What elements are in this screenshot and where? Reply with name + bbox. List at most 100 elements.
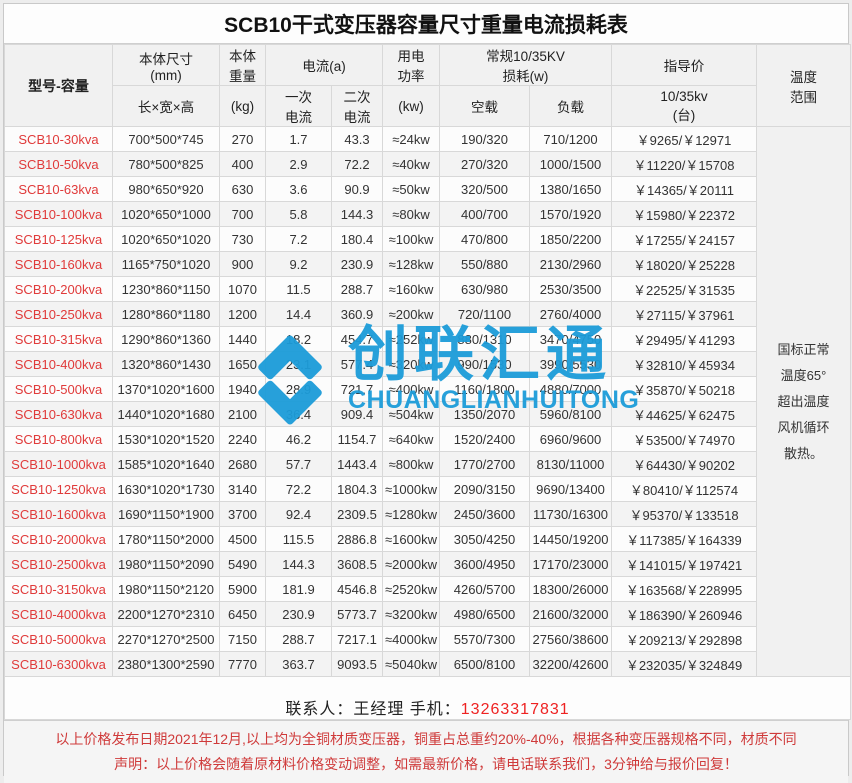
header-secondary-current: 二次 电流 <box>331 85 383 127</box>
cell-primary-current: 23.1 <box>265 351 332 377</box>
cell-model: SCB10-250kva <box>4 301 113 327</box>
header-row-1: 型号-容量 本体尺寸 (mm) 本体 重量 电流(a) 用电 功率 常规10/3… <box>4 44 852 127</box>
table-row: SCB10-400kva 1320*860*1430 1650 23.1 577.4 ≈3… <box>4 351 851 377</box>
spec-sheet: SCB10干式变压器容量尺寸重量电流损耗表 型号-容量 本体尺寸 (mm) 本体… <box>3 3 852 783</box>
cell-price: ￥80410/￥112574 <box>611 476 758 502</box>
cell-weight: 7770 <box>219 651 266 677</box>
cell-secondary-current: 909.4 <box>331 401 383 427</box>
cell-power: ≈160kw <box>382 276 440 302</box>
cell-weight: 400 <box>219 151 266 177</box>
cell-primary-current: 363.7 <box>265 651 332 677</box>
cell-secondary-current: 72.2 <box>331 151 383 177</box>
cell-primary-current: 72.2 <box>265 476 332 502</box>
header-dimensions-group: 本体尺寸 (mm) <box>112 44 220 86</box>
cell-load-loss: 1000/1500 <box>528 151 613 177</box>
cell-primary-current: 36.4 <box>265 401 332 427</box>
table-row: SCB10-2000kva 1780*1150*2000 4500 115.5 2886… <box>4 526 851 552</box>
cell-weight: 270 <box>219 126 266 152</box>
spec-table: 型号-容量 本体尺寸 (mm) 本体 重量 电流(a) 用电 功率 常规10/3… <box>3 44 852 720</box>
table-row: SCB10-3150kva 1980*1150*2120 5900 181.9 4546… <box>4 576 851 602</box>
cell-dimensions: 1630*1020*1730 <box>112 476 220 502</box>
cell-secondary-current: 1804.3 <box>331 476 383 502</box>
cell-no-load-loss: 2450/3600 <box>439 501 530 527</box>
table-row: SCB10-1250kva 1630*1020*1730 3140 72.2 1804.… <box>4 476 851 502</box>
cell-no-load-loss: 2090/3150 <box>439 476 530 502</box>
cell-dimensions: 2380*1300*2590 <box>112 651 220 677</box>
cell-weight: 7150 <box>219 626 266 652</box>
cell-power: ≈2000kw <box>382 551 440 577</box>
cell-load-loss: 5960/8100 <box>528 401 613 427</box>
cell-primary-current: 57.7 <box>265 451 332 477</box>
cell-dimensions: 1980*1150*2090 <box>112 551 220 577</box>
cell-load-loss: 1380/1650 <box>528 176 613 202</box>
cell-secondary-current: 43.3 <box>331 126 383 152</box>
cell-secondary-current: 360.9 <box>331 301 383 327</box>
cell-secondary-current: 5773.7 <box>331 601 383 627</box>
cell-dimensions: 1020*650*1020 <box>112 226 220 252</box>
cell-load-loss: 1850/2200 <box>528 226 613 252</box>
header-loss-group: 常规10/35KV 损耗(w) <box>438 44 613 86</box>
spec-table-body: SCB10-30kva 700*500*745 270 1.7 43.3 ≈24kw 190… <box>4 126 852 677</box>
cell-load-loss: 8130/11000 <box>528 451 613 477</box>
cell-power: ≈80kw <box>382 201 440 227</box>
cell-secondary-current: 1443.4 <box>331 451 383 477</box>
cell-model: SCB10-1250kva <box>4 476 113 502</box>
cell-load-loss: 21600/32000 <box>528 601 613 627</box>
cell-power: ≈800kw <box>382 451 440 477</box>
cell-no-load-loss: 400/700 <box>439 201 530 227</box>
cell-dimensions: 1230*860*1150 <box>112 276 220 302</box>
cell-model: SCB10-500kva <box>4 376 113 402</box>
cell-primary-current: 2.9 <box>265 151 332 177</box>
table-row: SCB10-630kva 1440*1020*1680 2100 36.4 909.4 ≈… <box>4 401 851 427</box>
header-weight-sub: (kg) <box>219 85 266 127</box>
cell-power: ≈3200kw <box>382 601 440 627</box>
cell-dimensions: 1780*1150*2000 <box>112 526 220 552</box>
cell-no-load-loss: 1520/2400 <box>439 426 530 452</box>
cell-price: ￥53500/￥74970 <box>611 426 758 452</box>
table-row: SCB10-125kva 1020*650*1020 730 7.2 180.4 ≈100… <box>4 226 851 252</box>
cell-price: ￥29495/￥41293 <box>611 326 758 352</box>
cell-load-loss: 17170/23000 <box>528 551 613 577</box>
cell-model: SCB10-5000kva <box>4 626 113 652</box>
cell-primary-current: 230.9 <box>265 601 332 627</box>
cell-price: ￥64430/￥90202 <box>611 451 758 477</box>
cell-weight: 2100 <box>219 401 266 427</box>
cell-secondary-current: 9093.5 <box>331 651 383 677</box>
cell-power: ≈200kw <box>382 301 440 327</box>
contact-phone-number: 13263317831 <box>460 701 570 718</box>
page-title: SCB10干式变压器容量尺寸重量电流损耗表 <box>4 4 848 44</box>
table-row: SCB10-4000kva 2200*1270*2310 6450 230.9 5773… <box>4 601 851 627</box>
cell-secondary-current: 721.7 <box>331 376 383 402</box>
cell-power: ≈24kw <box>382 126 440 152</box>
cell-primary-current: 18.2 <box>265 326 332 352</box>
cell-load-loss: 14450/19200 <box>528 526 613 552</box>
cell-weight: 2680 <box>219 451 266 477</box>
cell-load-loss: 2130/2960 <box>528 251 613 277</box>
cell-secondary-current: 3608.5 <box>331 551 383 577</box>
cell-price: ￥32810/￥45934 <box>611 351 758 377</box>
cell-weight: 1650 <box>219 351 266 377</box>
header-dimensions-sub: 长×宽×高 <box>112 85 220 127</box>
cell-secondary-current: 2886.8 <box>331 526 383 552</box>
cell-model: SCB10-630kva <box>4 401 113 427</box>
cell-price: ￥232035/￥324849 <box>611 651 758 677</box>
header-temperature-range: 温度 范围 <box>756 44 852 127</box>
cell-primary-current: 9.2 <box>265 251 332 277</box>
cell-model: SCB10-160kva <box>4 251 113 277</box>
contact-row: 联系人：王经理 手机：13263317831 <box>3 676 852 720</box>
cell-secondary-current: 4546.8 <box>331 576 383 602</box>
cell-price: ￥9265/￥12971 <box>611 126 758 152</box>
table-row: SCB10-5000kva 2270*1270*2500 7150 288.7 7217… <box>4 626 851 652</box>
cell-dimensions: 1020*650*1000 <box>112 201 220 227</box>
header-power-group: 用电 功率 <box>382 44 440 86</box>
cell-dimensions: 1980*1150*2120 <box>112 576 220 602</box>
cell-primary-current: 28.9 <box>265 376 332 402</box>
table-row: SCB10-63kva 980*650*920 630 3.6 90.9 ≈50kw 320… <box>4 176 851 202</box>
cell-no-load-loss: 320/500 <box>439 176 530 202</box>
cell-dimensions: 980*650*920 <box>112 176 220 202</box>
note-line-2: 声明：以上价格会随着原材料价格变动调整，如需最新价格，请电话联系我们，3分钟给与… <box>114 756 738 772</box>
table-row: SCB10-200kva 1230*860*1150 1070 11.5 288.7 ≈1… <box>4 276 851 302</box>
cell-model: SCB10-800kva <box>4 426 113 452</box>
cell-no-load-loss: 4980/6500 <box>439 601 530 627</box>
